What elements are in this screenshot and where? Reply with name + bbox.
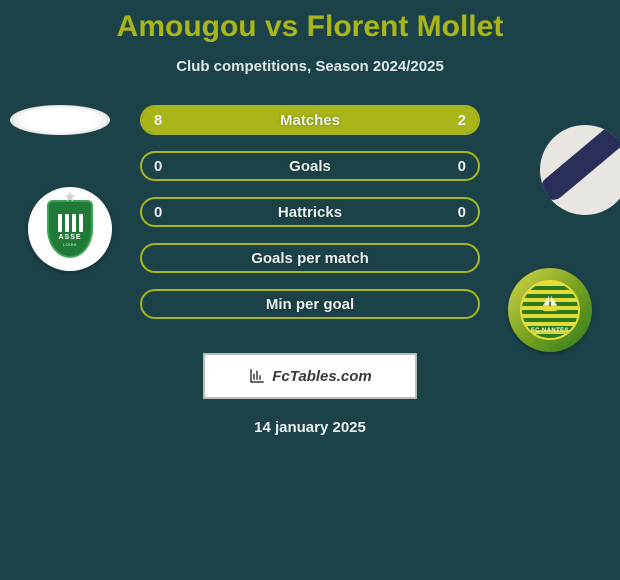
club-logo-left: ASSE LOIRE bbox=[28, 187, 112, 271]
player-left-photo bbox=[10, 105, 110, 135]
asse-abbrev: ASSE bbox=[58, 234, 81, 241]
asse-stripes bbox=[58, 214, 83, 232]
stat-row: Min per goal bbox=[140, 289, 480, 319]
bar-label: Min per goal bbox=[142, 296, 478, 313]
bar-label: Matches bbox=[142, 112, 478, 129]
watermark: FcTables.com bbox=[203, 353, 417, 399]
stat-bars: 82Matches 00Goals 00Hattricks Goals per mat… bbox=[140, 105, 480, 335]
page-title: Amougou vs Florent Mollet bbox=[0, 0, 620, 44]
stat-row: 00Hattricks bbox=[140, 197, 480, 227]
star-icon bbox=[63, 190, 77, 204]
ship-icon bbox=[539, 294, 561, 312]
club-logo-right: FC NANTES bbox=[508, 268, 592, 352]
player-right-photo bbox=[540, 125, 620, 215]
bar-label: Hattricks bbox=[142, 204, 478, 221]
stat-row: 82Matches bbox=[140, 105, 480, 135]
bar-chart-icon bbox=[248, 367, 266, 385]
stat-row: Goals per match bbox=[140, 243, 480, 273]
asse-shield: ASSE LOIRE bbox=[47, 200, 93, 258]
date-text: 14 january 2025 bbox=[0, 419, 620, 436]
subtitle: Club competitions, Season 2024/2025 bbox=[0, 58, 620, 75]
stat-row: 00Goals bbox=[140, 151, 480, 181]
bar-label: Goals bbox=[142, 158, 478, 175]
watermark-text: FcTables.com bbox=[272, 368, 371, 385]
fcn-text: FC NANTES bbox=[522, 328, 578, 334]
bar-label: Goals per match bbox=[142, 250, 478, 267]
asse-sub: LOIRE bbox=[63, 242, 78, 247]
photo-stripe bbox=[540, 125, 620, 205]
fcn-inner: FC NANTES bbox=[520, 280, 580, 340]
comparison-area: ASSE LOIRE FC NANTES 82Matches 00Goals 00H… bbox=[0, 105, 620, 445]
